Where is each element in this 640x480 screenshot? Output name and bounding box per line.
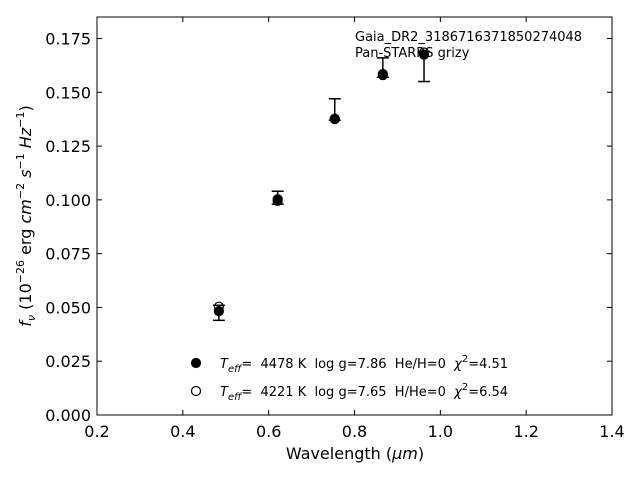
x-tick-label: 0.4 (170, 422, 195, 441)
data-point-open (272, 195, 283, 207)
data-point-open (329, 114, 340, 125)
annotation-line-2: Pan-STARRS grizy (355, 46, 470, 61)
x-tick-label: 0.8 (342, 422, 367, 441)
x-tick-label: 0.6 (256, 422, 281, 441)
data-point-open (418, 47, 430, 58)
y-axis-label: fν (10−26 erg cm−2 s−1 Hz−1) (14, 105, 38, 326)
legend-marker-open (190, 385, 202, 397)
annotation-line-1: Gaia_DR2_3186716371850274048 (355, 30, 582, 45)
axis-ticks: 0.2 0.4 0.6 0.8 1.0 1.2 1.4 0.000 0.025 0.050 0.07… (45, 17, 625, 441)
x-tick-label: 1.0 (428, 422, 453, 441)
x-tick-label: 1.4 (599, 422, 624, 441)
data-point-open (213, 301, 224, 312)
x-tick-label: 1.2 (513, 422, 538, 441)
legend: Teff= 4478 K log g=7.86 He/H=0 χ2=4.51 Te… (190, 354, 508, 403)
y-tick-label: 0.025 (45, 352, 91, 371)
y-tick-label: 0.050 (45, 298, 91, 317)
x-axis-label: Wavelength (μm) (286, 444, 424, 463)
legend-entry: Teff= 4221 K log g=7.65 H/He=0 χ2=6.54 (220, 382, 508, 403)
error-bars (212, 50, 431, 322)
y-tick-label: 0.175 (45, 30, 91, 49)
legend-entry: Teff= 4478 K log g=7.86 He/H=0 χ2=4.51 (220, 354, 508, 375)
y-tick-label: 0.150 (45, 83, 91, 102)
data-point-open (377, 68, 388, 80)
data-markers (213, 47, 430, 317)
y-tick-label: 0.100 (45, 191, 91, 210)
y-tick-label: 0.075 (45, 245, 91, 264)
x-tick-label: 0.2 (84, 422, 109, 441)
legend-marker-filled (190, 357, 202, 369)
y-tick-label: 0.125 (45, 137, 91, 156)
y-tick-label: 0.000 (45, 406, 91, 425)
plot-frame (96, 16, 613, 416)
